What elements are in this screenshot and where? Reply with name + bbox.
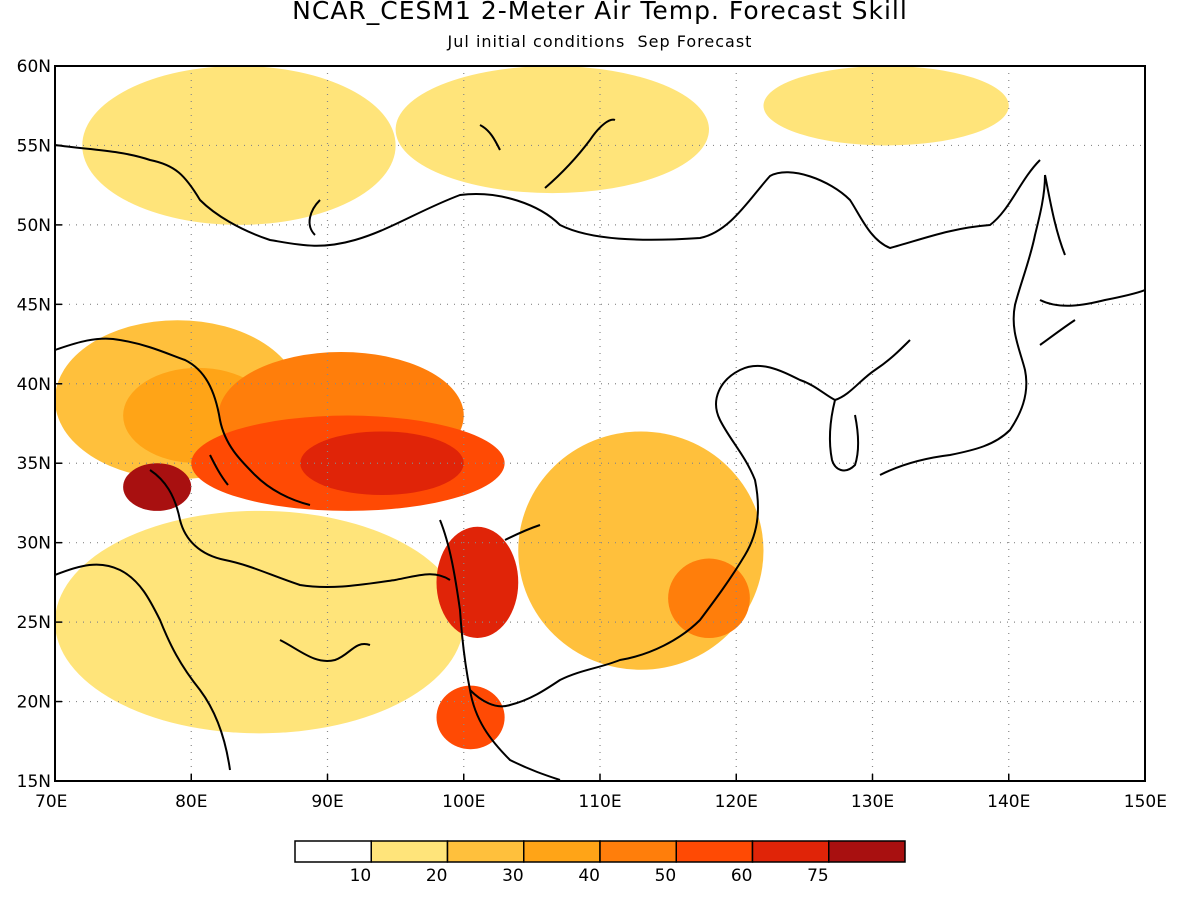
y-tick-label: 35N — [17, 454, 51, 474]
colorbar-label: 60 — [731, 866, 753, 886]
x-tick-label: 150E — [1124, 792, 1167, 812]
x-axis-ticks: 70E 80E 90E 100E 110E 120E 130E 140E 150E — [35, 774, 1167, 812]
skill-region-mongolia-north — [395, 66, 709, 194]
x-tick-label: 140E — [987, 792, 1030, 812]
colorbar-swatch — [523, 840, 601, 863]
y-tick-label: 25N — [17, 613, 51, 633]
colorbar-label: 40 — [578, 866, 600, 886]
skill-region-india-plain — [55, 510, 464, 734]
colorbar: 10 20 30 40 50 60 75 — [294, 840, 906, 886]
x-tick-label: 110E — [578, 792, 621, 812]
x-tick-label: 130E — [851, 792, 894, 812]
y-tick-label: 40N — [17, 375, 51, 395]
colorbar-swatch — [599, 840, 677, 863]
y-tick-label: 60N — [17, 57, 51, 77]
colorbar-swatch — [446, 840, 525, 863]
y-tick-label: 55N — [17, 136, 51, 156]
y-tick-label: 15N — [17, 772, 51, 792]
y-tick-label: 20N — [17, 693, 51, 713]
skill-region-tibet-core — [300, 431, 464, 495]
y-tick-label: 45N — [17, 295, 51, 315]
coastlines — [55, 118, 1145, 781]
colorbar-label: 75 — [807, 866, 829, 886]
page-subtitle: Jul initial conditions Sep Forecast — [447, 32, 753, 51]
skill-region-karakoram — [123, 463, 192, 511]
skill-region-far-east — [763, 66, 1009, 146]
y-tick-label: 30N — [17, 534, 51, 554]
skill-region-fujian — [668, 558, 750, 638]
colorbar-swatch — [370, 840, 449, 863]
colorbar-swatch — [751, 840, 830, 863]
skill-field — [55, 66, 1009, 750]
colorbar-swatch — [294, 840, 372, 863]
colorbar-label: 50 — [655, 866, 677, 886]
colorbar-label: 20 — [426, 866, 448, 886]
y-tick-label: 50N — [17, 216, 51, 236]
colorbar-label: 30 — [502, 866, 524, 886]
x-tick-label: 80E — [175, 792, 207, 812]
x-tick-label: 100E — [442, 792, 485, 812]
x-tick-label: 90E — [311, 792, 343, 812]
page-title: NCAR_CESM1 2-Meter Air Temp. Forecast Sk… — [292, 0, 908, 25]
colorbar-swatch — [675, 840, 754, 863]
colorbar-label: 10 — [350, 866, 372, 886]
x-tick-label: 120E — [715, 792, 758, 812]
skill-region-yunnan — [436, 526, 519, 639]
colorbar-swatch — [828, 840, 906, 863]
skill-region-siberia-west — [82, 66, 396, 225]
y-axis-ticks: 15N 20N 25N 30N 35N 40N 45N 50N 55N 60N — [17, 57, 62, 792]
x-tick-label: 70E — [35, 792, 67, 812]
